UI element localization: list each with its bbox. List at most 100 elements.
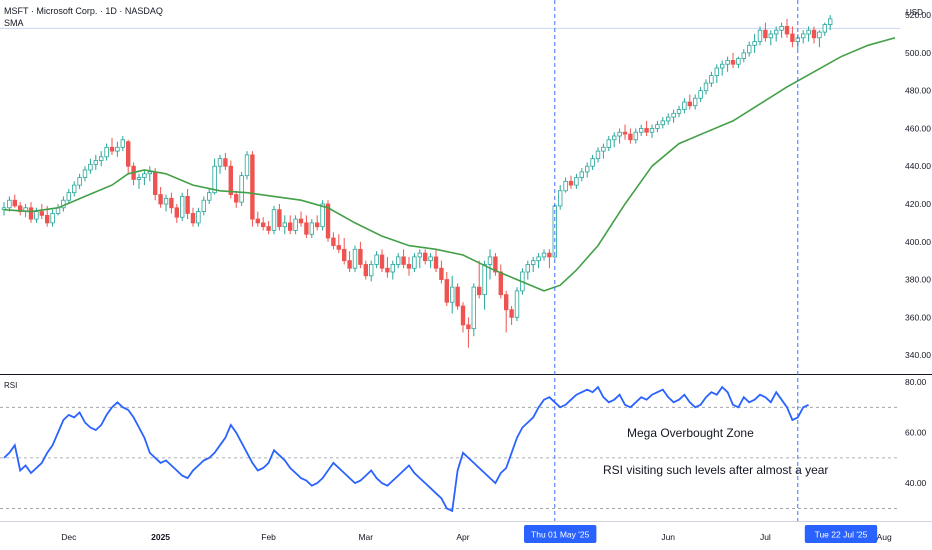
candle-down: [45, 214, 50, 224]
currency-label: USD: [906, 8, 923, 17]
candle-down: [304, 222, 309, 235]
candle-down: [763, 29, 768, 39]
candle-up: [633, 131, 638, 141]
candle-up: [666, 116, 671, 122]
candle-up: [736, 58, 741, 65]
candle-up: [34, 211, 39, 220]
candle-down: [174, 207, 179, 218]
candle-up: [585, 165, 590, 173]
candle-down: [379, 254, 385, 269]
candle-up: [720, 63, 725, 69]
candle-up: [206, 192, 212, 201]
candle-down: [628, 133, 633, 141]
candle-down: [287, 222, 293, 231]
candle-up: [77, 177, 82, 186]
candle-up: [217, 158, 223, 167]
candle-down: [509, 309, 514, 318]
candle-up: [142, 173, 147, 178]
rsi-tick-label: 60.00: [905, 428, 927, 438]
candle-down: [622, 131, 628, 135]
candle-down: [406, 264, 412, 269]
annotation-overbought: Mega Overbought Zone: [627, 426, 754, 440]
candle-up: [709, 75, 714, 84]
candle-up: [590, 158, 595, 167]
candle-up: [395, 256, 401, 265]
candle-up: [352, 248, 358, 269]
candle-down: [266, 226, 271, 231]
candle-up: [828, 18, 833, 25]
candle-up: [757, 29, 763, 42]
candle-up: [163, 197, 169, 205]
rsi-pane: [0, 385, 900, 513]
candle-down: [298, 218, 304, 224]
candle-down: [811, 29, 817, 39]
candle-down: [784, 26, 790, 35]
candle-up: [93, 160, 98, 165]
time-tick-label: Jun: [661, 532, 675, 542]
candle-up: [563, 180, 568, 192]
candle-down: [644, 128, 649, 133]
candle-up: [801, 33, 806, 39]
candle-down: [476, 286, 482, 296]
candle-up: [747, 44, 752, 54]
rsi-tick-label: 40.00: [905, 478, 927, 488]
candle-up: [115, 146, 120, 152]
date-marker-label: Tue 22 Jul '25: [815, 530, 868, 540]
price-tick-label: 360.00: [905, 312, 931, 322]
candle-up: [741, 52, 746, 59]
price-tick-label: 440.00: [905, 161, 931, 171]
candle-down: [493, 256, 498, 273]
candle-up: [639, 128, 644, 133]
symbol-title: MSFT · Microsoft Corp. · 1D · NASDAQ: [4, 6, 163, 16]
time-tick-label: Feb: [261, 532, 276, 542]
candle-up: [617, 131, 622, 137]
candle-down: [439, 267, 444, 280]
candle-down: [341, 248, 347, 262]
candle-down: [28, 207, 34, 220]
candle-up: [147, 171, 152, 175]
price-tick-label: 380.00: [905, 275, 931, 285]
candle-up: [320, 203, 325, 228]
rsi-line: [3, 385, 809, 513]
candle-up: [50, 213, 55, 224]
candle-down: [498, 271, 503, 296]
candle-down: [568, 180, 574, 186]
candle-up: [196, 211, 201, 224]
candle-up: [1, 207, 7, 211]
candle-up: [774, 29, 779, 35]
candle-down: [190, 213, 196, 224]
candle-up: [574, 177, 579, 186]
price-tick-label: 340.00: [905, 350, 931, 360]
candle-down: [233, 194, 239, 203]
price-tick-label: 460.00: [905, 123, 931, 133]
candle-down: [223, 158, 228, 167]
candle-down: [336, 245, 341, 250]
candle-up: [449, 286, 455, 303]
candle-up: [725, 60, 730, 65]
candle-down: [347, 260, 352, 269]
candle-down: [185, 196, 190, 214]
candle-up: [779, 26, 784, 31]
candle-down: [422, 252, 428, 262]
chart-header: MSFT · Microsoft Corp. · 1D · NASDAQ SMA: [4, 5, 163, 29]
candle-down: [547, 252, 552, 258]
candle-up: [428, 256, 433, 262]
time-tick-label: 2025: [151, 532, 170, 542]
candle-up: [309, 222, 314, 235]
candle-up: [88, 163, 93, 171]
candle-up: [201, 199, 206, 212]
time-tick-label: Aug: [877, 532, 892, 542]
candle-up: [525, 264, 530, 273]
candle-up: [536, 256, 541, 262]
candle-down: [385, 267, 390, 273]
candle-up: [487, 256, 493, 265]
time-tick-label: Dec: [61, 532, 77, 542]
candle-up: [66, 192, 71, 201]
candle-down: [790, 33, 795, 42]
candle-up: [374, 254, 379, 265]
candle-up: [514, 290, 520, 318]
candle-down: [12, 199, 17, 207]
candle-up: [752, 41, 757, 46]
candle-up: [120, 139, 125, 148]
